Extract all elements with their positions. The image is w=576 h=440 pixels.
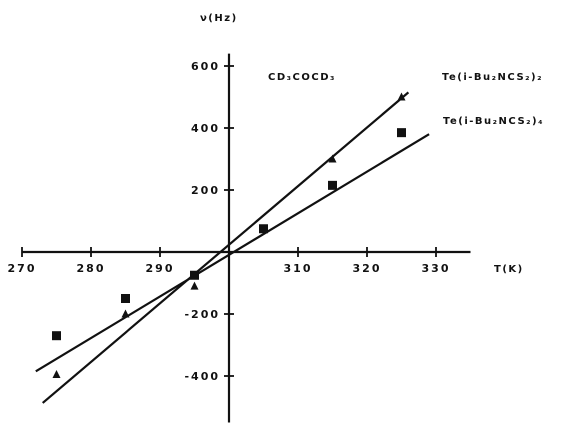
triangle-point-4 [328,154,337,163]
x-tick-label-270: 270 [8,262,37,275]
x-axis-label: T(K) [494,264,524,275]
fit-line-1 [41,91,410,404]
x-tick-label-290: 290 [146,262,175,275]
triangle-point-2 [121,309,130,318]
chart-labels: ν(Hz) T(K) CD₃COCD₃ Te(i-Bu₂NCS₂)₂ Te(i-… [200,13,544,275]
triangle-point-3 [190,281,199,290]
x-tick-label-310: 310 [284,262,313,275]
square-point-4 [259,224,268,234]
solvent-annotation: CD₃COCD₃ [268,72,336,83]
x-tick-label-330: 330 [422,262,451,275]
x-tick-label-280: 280 [77,262,106,275]
series-label-2: Te(i-Bu₂NCS₂)₄ [443,116,544,127]
triangle-point-1 [52,369,61,378]
square-point-1 [52,331,61,341]
y-axis-label: ν(Hz) [200,13,238,24]
y-tick-label-400: 400 [191,122,220,135]
fit-line-2 [35,133,430,373]
fit-lines [35,91,430,404]
axes: 270 280 290 310 320 330 -400 -200 200 400 600 [8,53,471,423]
y-tick-label--200: -200 [184,308,220,321]
data-points [52,92,406,378]
square-point-5 [328,180,337,190]
series-label-1: Te(i-Bu₂NCS₂)₂ [442,72,543,83]
square-point-6 [397,128,406,138]
y-tick-label-200: 200 [191,184,220,197]
x-tick-label-320: 320 [353,262,382,275]
y-tick-label-600: 600 [191,60,220,73]
triangle-point-5 [397,92,406,101]
y-tick-label--400: -400 [184,370,220,383]
square-point-2 [121,294,130,303]
square-point-3 [190,270,199,280]
